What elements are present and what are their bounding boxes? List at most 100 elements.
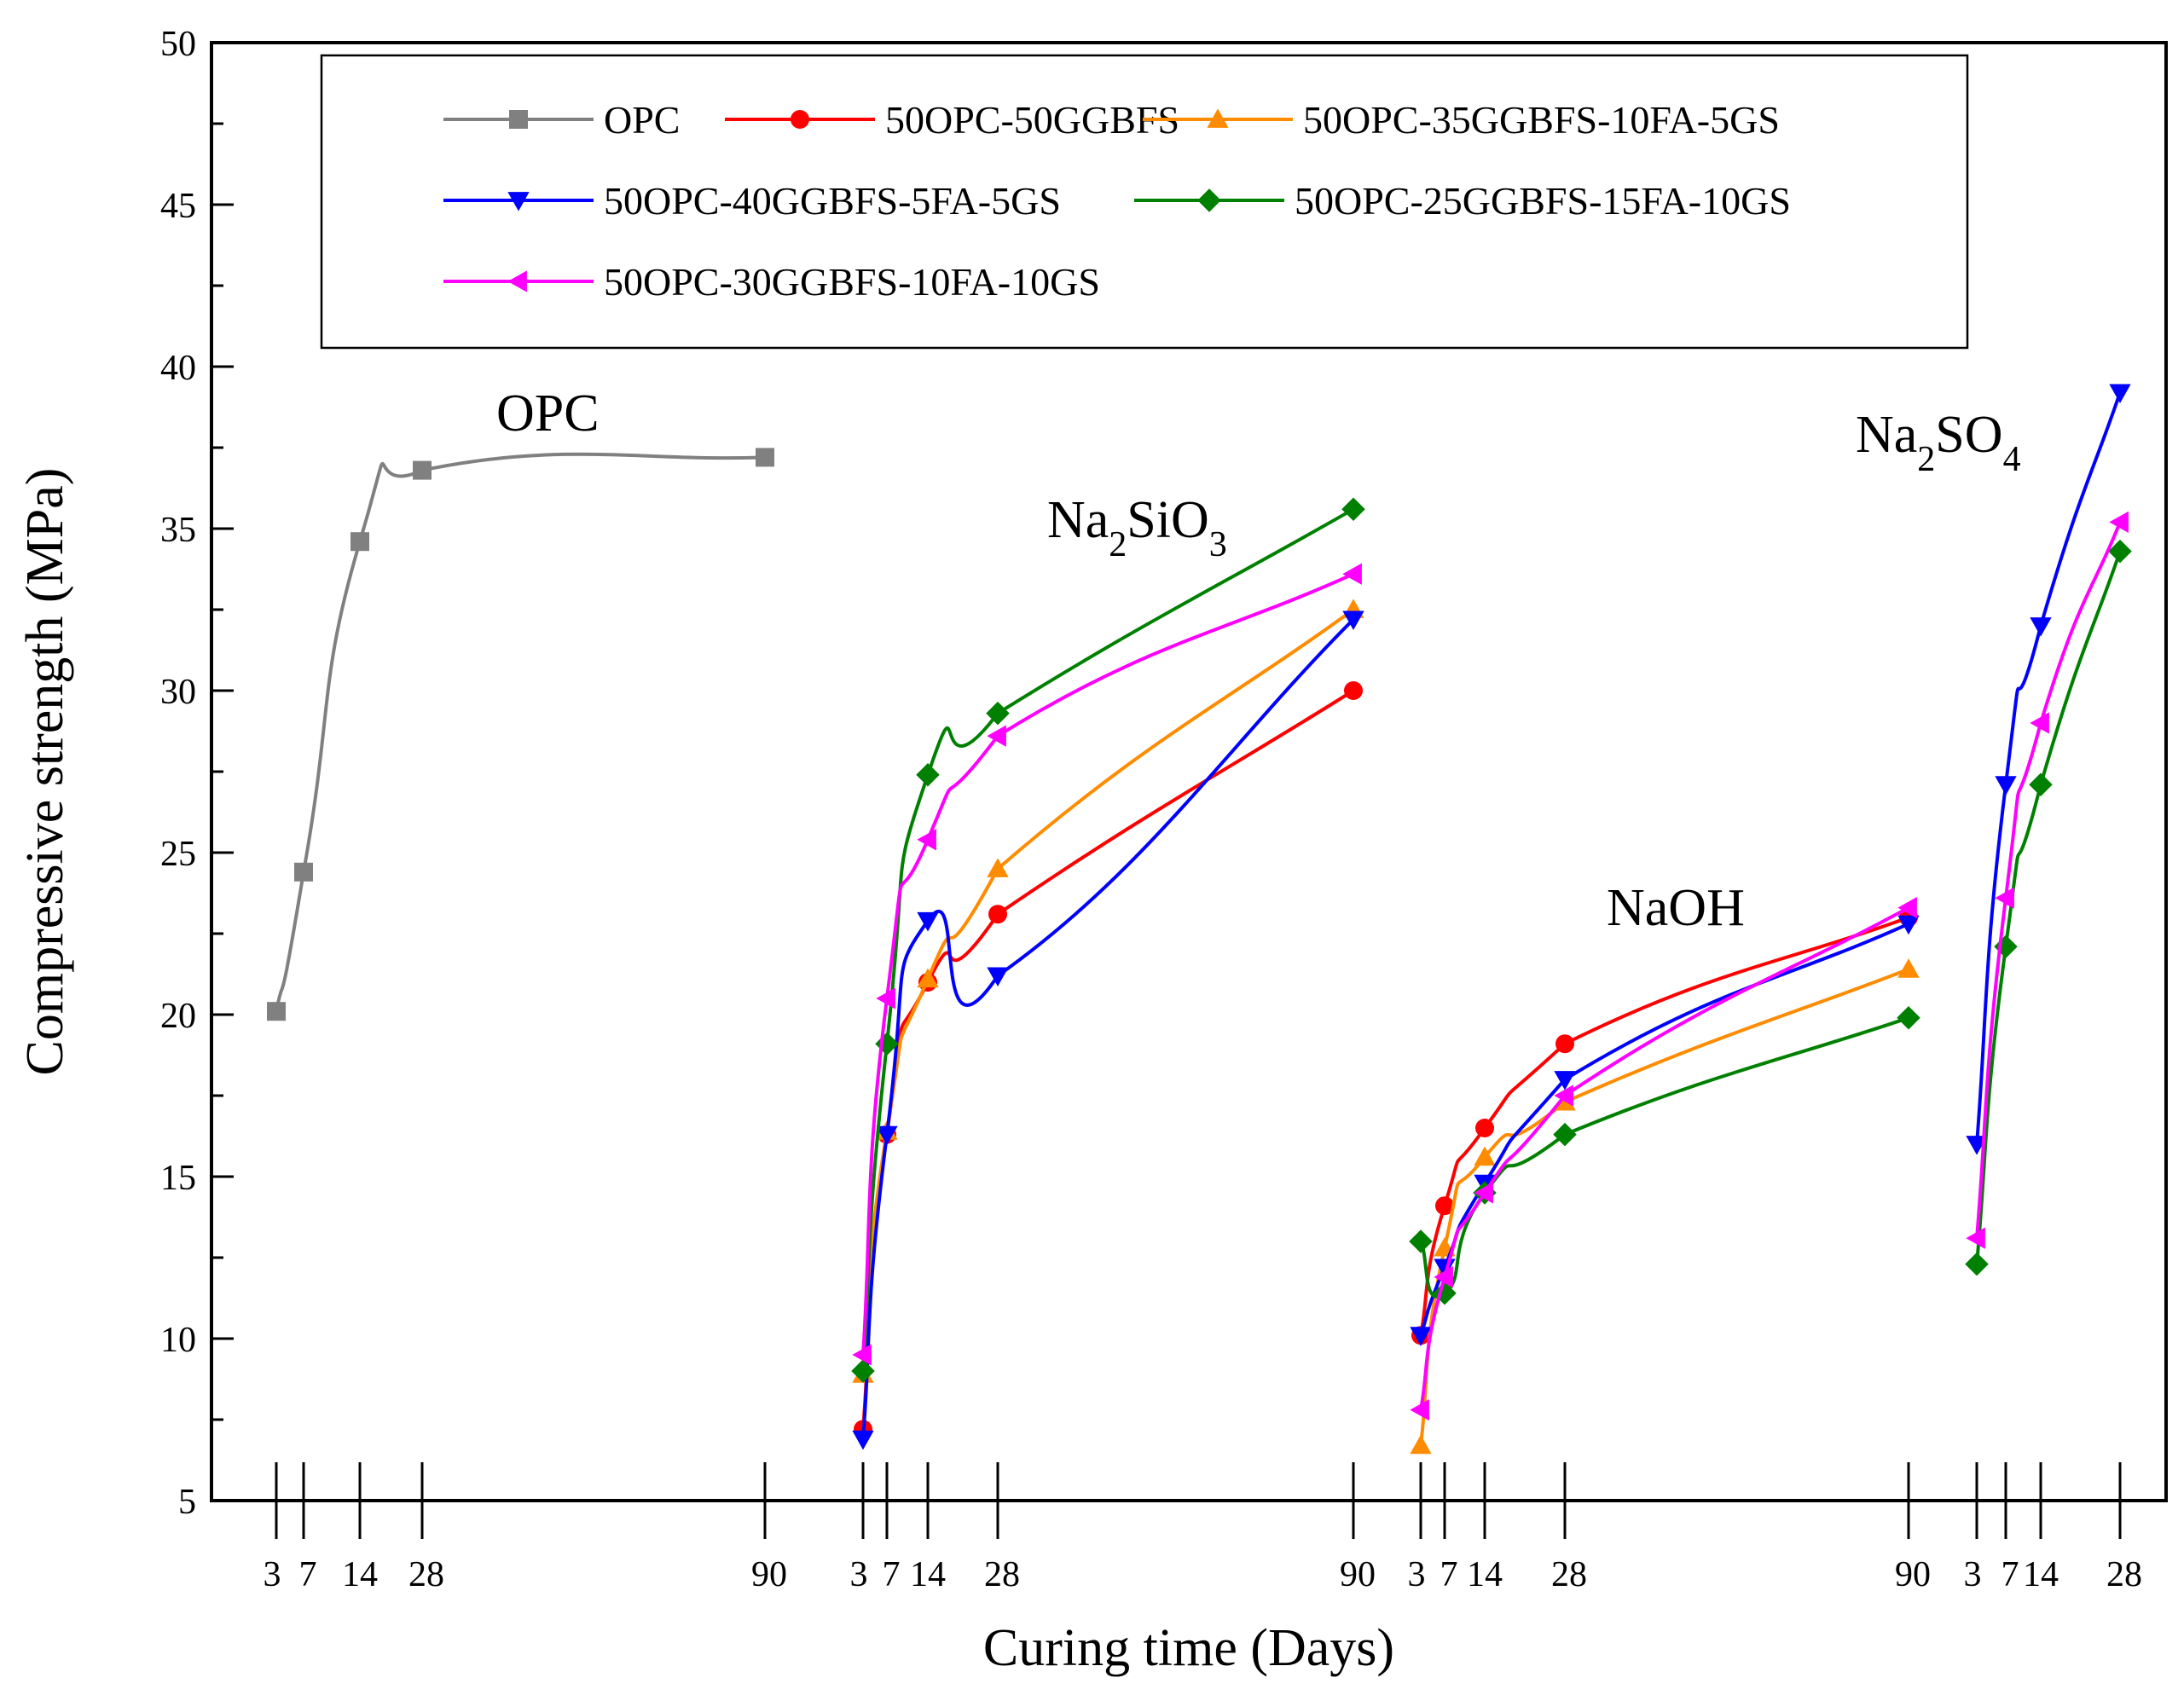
group-label-naoh: NaOH <box>1607 879 1745 937</box>
x-tick-label: 14 <box>342 1555 378 1594</box>
data-point <box>1410 1434 1432 1455</box>
x-tick-label: 14 <box>910 1555 946 1594</box>
data-point <box>1995 776 2017 795</box>
legend-marker <box>509 110 528 129</box>
data-point <box>267 1002 286 1021</box>
x-tick-label: 28 <box>2106 1555 2142 1594</box>
data-point <box>413 460 432 480</box>
data-point <box>1409 1229 1433 1253</box>
plot-area <box>267 384 2132 1455</box>
data-point <box>1965 1252 1989 1276</box>
legend-item: 50OPC-50GGBFS <box>725 98 1179 142</box>
data-point <box>1554 1085 1573 1107</box>
series-line <box>1419 905 1909 1410</box>
legend-marker <box>507 192 530 211</box>
series-line <box>861 617 1355 1439</box>
y-tick-label: 30 <box>160 673 196 712</box>
data-point <box>876 1125 898 1146</box>
legend-label: 50OPC-35GGBFS-10FA-5GS <box>1303 98 1780 142</box>
legend-label: 50OPC-50GGBFS <box>885 98 1179 142</box>
series-line <box>1975 391 2122 1145</box>
legend-item: 50OPC-30GGBFS-10FA-10GS <box>443 260 1100 304</box>
data-point <box>1474 1182 1493 1204</box>
legend-label: 50OPC-40GGBFS-5FA-5GS <box>604 179 1061 223</box>
data-point <box>1434 1266 1453 1288</box>
data-point <box>1897 915 1920 935</box>
y-tick-label: 10 <box>160 1321 196 1360</box>
data-point <box>987 967 1009 987</box>
data-point <box>1966 1227 1985 1249</box>
data-point <box>2030 712 2049 734</box>
data-point <box>756 448 774 467</box>
data-point <box>851 1359 875 1383</box>
data-point <box>916 763 940 787</box>
data-point <box>917 829 936 851</box>
data-point <box>1897 958 1920 978</box>
y-tick-label: 50 <box>160 25 196 64</box>
data-point <box>1995 887 2014 909</box>
data-point <box>1410 1398 1429 1421</box>
y-axis: 5 10 15 20 25 30 35 40 45 50 <box>160 25 234 1522</box>
data-point <box>2109 511 2129 534</box>
y-tick-label: 20 <box>160 997 196 1036</box>
legend-item: 50OPC-35GGBFS-10FA-5GS <box>1143 98 1780 142</box>
data-point <box>987 725 1006 747</box>
x-tick-label: 14 <box>1467 1555 1503 1594</box>
x-tick-label: 3 <box>850 1555 868 1594</box>
data-point <box>1342 610 1364 631</box>
x-tick-label: 3 <box>264 1555 281 1594</box>
data-point <box>1897 896 1917 919</box>
x-tick-label: 28 <box>1551 1555 1587 1594</box>
data-point <box>986 701 1010 726</box>
series-50OPC-40GGBFS-5FA-5GS <box>852 384 2131 1450</box>
data-point <box>1342 563 1362 585</box>
data-point <box>1344 681 1363 700</box>
legend-marker <box>1197 188 1221 212</box>
y-tick-label: 5 <box>178 1483 196 1522</box>
x-tick-label: 7 <box>883 1555 901 1594</box>
data-point <box>1341 497 1365 521</box>
data-point <box>2030 617 2052 637</box>
data-point <box>987 858 1009 877</box>
legend: OPC 50OPC-50GGBFS 50OPC-35GGBFS-10FA-5GS 50… <box>320 54 1969 350</box>
y-tick-label: 25 <box>160 835 196 874</box>
legend-item: OPC <box>443 98 680 142</box>
legend-label: OPC <box>604 98 680 142</box>
series-line <box>1975 550 2122 1264</box>
x-tick-label: 3 <box>1964 1555 1982 1594</box>
legend-label: 50OPC-30GGBFS-10FA-10GS <box>604 260 1100 304</box>
data-point <box>852 1430 874 1450</box>
x-tick-label: 7 <box>299 1555 317 1594</box>
data-point <box>2029 772 2053 796</box>
series-line <box>1419 916 1909 1336</box>
data-point <box>350 532 369 552</box>
y-tick-label: 15 <box>160 1159 196 1198</box>
data-point <box>1474 1146 1496 1166</box>
group-label-na2sio3: Na2SiO3 <box>1047 491 1227 564</box>
x-tick-label: 90 <box>1340 1555 1376 1594</box>
group-label-opc: OPC <box>496 385 600 443</box>
series-50OPC-30GGBFS-10FA-10GS <box>852 511 2129 1421</box>
x-tick-label: 90 <box>1895 1555 1931 1594</box>
data-point <box>917 911 939 932</box>
group-labels: OPC Na2SiO3 NaOH Na2SO4 <box>496 385 2021 937</box>
data-point <box>294 862 313 882</box>
x-tick-label: 28 <box>984 1555 1020 1594</box>
y-axis-label: Compressive strength (MPa) <box>16 468 74 1076</box>
series-OPC <box>267 448 774 1021</box>
x-tick-label: 28 <box>408 1555 444 1594</box>
legend-item: 50OPC-40GGBFS-5FA-5GS <box>443 179 1061 223</box>
x-tick-label: 7 <box>2002 1555 2019 1594</box>
legend-marker <box>1207 108 1229 128</box>
y-tick-label: 45 <box>160 187 196 226</box>
x-axis-label: Curing time (Days) <box>983 1619 1394 1677</box>
y-tick-label: 40 <box>160 349 196 388</box>
legend-item: 50OPC-25GGBFS-15FA-10GS <box>1134 179 1791 223</box>
series-line <box>1975 521 2122 1239</box>
data-point <box>1553 1122 1577 1147</box>
group-label-na2so4: Na2SO4 <box>1856 406 2021 479</box>
data-point <box>1475 1119 1494 1137</box>
series-line <box>861 608 1355 1374</box>
legend-label: 50OPC-25GGBFS-15FA-10GS <box>1295 179 1791 223</box>
